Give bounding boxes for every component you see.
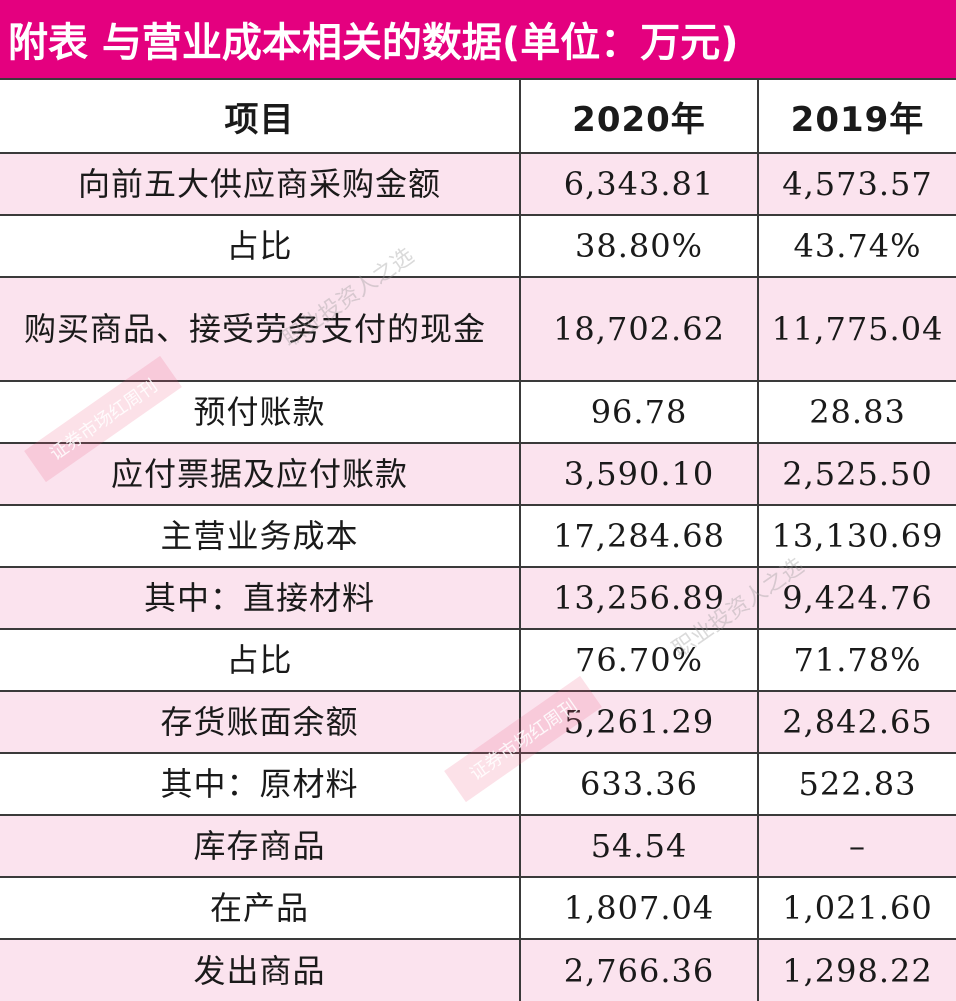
row-label: 购买商品、接受劳务支付的现金 (0, 276, 520, 381)
header-row: 项目 2020年 2019年 (0, 78, 956, 153)
value-2020: 17,284.68 (519, 504, 758, 567)
table-row: 占比 38.80% 43.74% (0, 214, 956, 277)
value-2019: 28.83 (757, 380, 956, 443)
value-2020: 76.70% (519, 628, 758, 691)
table-row: 占比 76.70% 71.78% (0, 628, 956, 691)
value-2020: 6,343.81 (519, 152, 758, 215)
value-2019: 2,525.50 (757, 442, 956, 505)
value-2019: 2,842.65 (757, 690, 956, 753)
row-label: 占比 (0, 214, 520, 277)
value-2019: 1,298.22 (757, 938, 956, 1001)
row-label: 向前五大供应商采购金额 (0, 152, 520, 215)
cost-data-table: 项目 2020年 2019年 向前五大供应商采购金额 6,343.81 4,57… (0, 78, 956, 1001)
value-2020: 18,702.62 (519, 276, 758, 381)
header-2019: 2019年 (757, 78, 956, 153)
value-2019: 11,775.04 (757, 276, 956, 381)
value-2020: 2,766.36 (519, 938, 758, 1001)
table-row: 其中：直接材料 13,256.89 9,424.76 (0, 566, 956, 629)
value-2020: 1,807.04 (519, 876, 758, 939)
value-2019: 4,573.57 (757, 152, 956, 215)
table-row: 主营业务成本 17,284.68 13,130.69 (0, 504, 956, 567)
table-row: 存货账面余额 5,261.29 2,842.65 (0, 690, 956, 753)
header-item: 项目 (0, 78, 520, 153)
row-label: 占比 (0, 628, 520, 691)
table-title: 附表 与营业成本相关的数据(单位：万元) (0, 0, 956, 78)
value-2019: 9,424.76 (757, 566, 956, 629)
value-2019: – (757, 814, 956, 877)
value-2019: 13,130.69 (757, 504, 956, 567)
row-label: 其中：原材料 (0, 752, 520, 815)
value-2020: 3,590.10 (519, 442, 758, 505)
row-label: 主营业务成本 (0, 504, 520, 567)
row-label: 库存商品 (0, 814, 520, 877)
row-label: 存货账面余额 (0, 690, 520, 753)
table-row: 库存商品 54.54 – (0, 814, 956, 877)
value-2020: 54.54 (519, 814, 758, 877)
table-row: 向前五大供应商采购金额 6,343.81 4,573.57 (0, 152, 956, 215)
value-2020: 38.80% (519, 214, 758, 277)
value-2020: 5,261.29 (519, 690, 758, 753)
table-row: 发出商品 2,766.36 1,298.22 (0, 938, 956, 1001)
row-label: 应付票据及应付账款 (0, 442, 520, 505)
row-label: 预付账款 (0, 380, 520, 443)
value-2019: 1,021.60 (757, 876, 956, 939)
row-label: 发出商品 (0, 938, 520, 1001)
value-2019: 522.83 (757, 752, 956, 815)
value-2020: 633.36 (519, 752, 758, 815)
table-row: 在产品 1,807.04 1,021.60 (0, 876, 956, 939)
row-label: 在产品 (0, 876, 520, 939)
header-2020: 2020年 (519, 78, 758, 153)
table-row: 其中：原材料 633.36 522.83 (0, 752, 956, 815)
value-2019: 43.74% (757, 214, 956, 277)
table-row: 购买商品、接受劳务支付的现金 18,702.62 11,775.04 (0, 276, 956, 381)
value-2019: 71.78% (757, 628, 956, 691)
table-row: 预付账款 96.78 28.83 (0, 380, 956, 443)
value-2020: 13,256.89 (519, 566, 758, 629)
row-label: 其中：直接材料 (0, 566, 520, 629)
table-row: 应付票据及应付账款 3,590.10 2,525.50 (0, 442, 956, 505)
value-2020: 96.78 (519, 380, 758, 443)
